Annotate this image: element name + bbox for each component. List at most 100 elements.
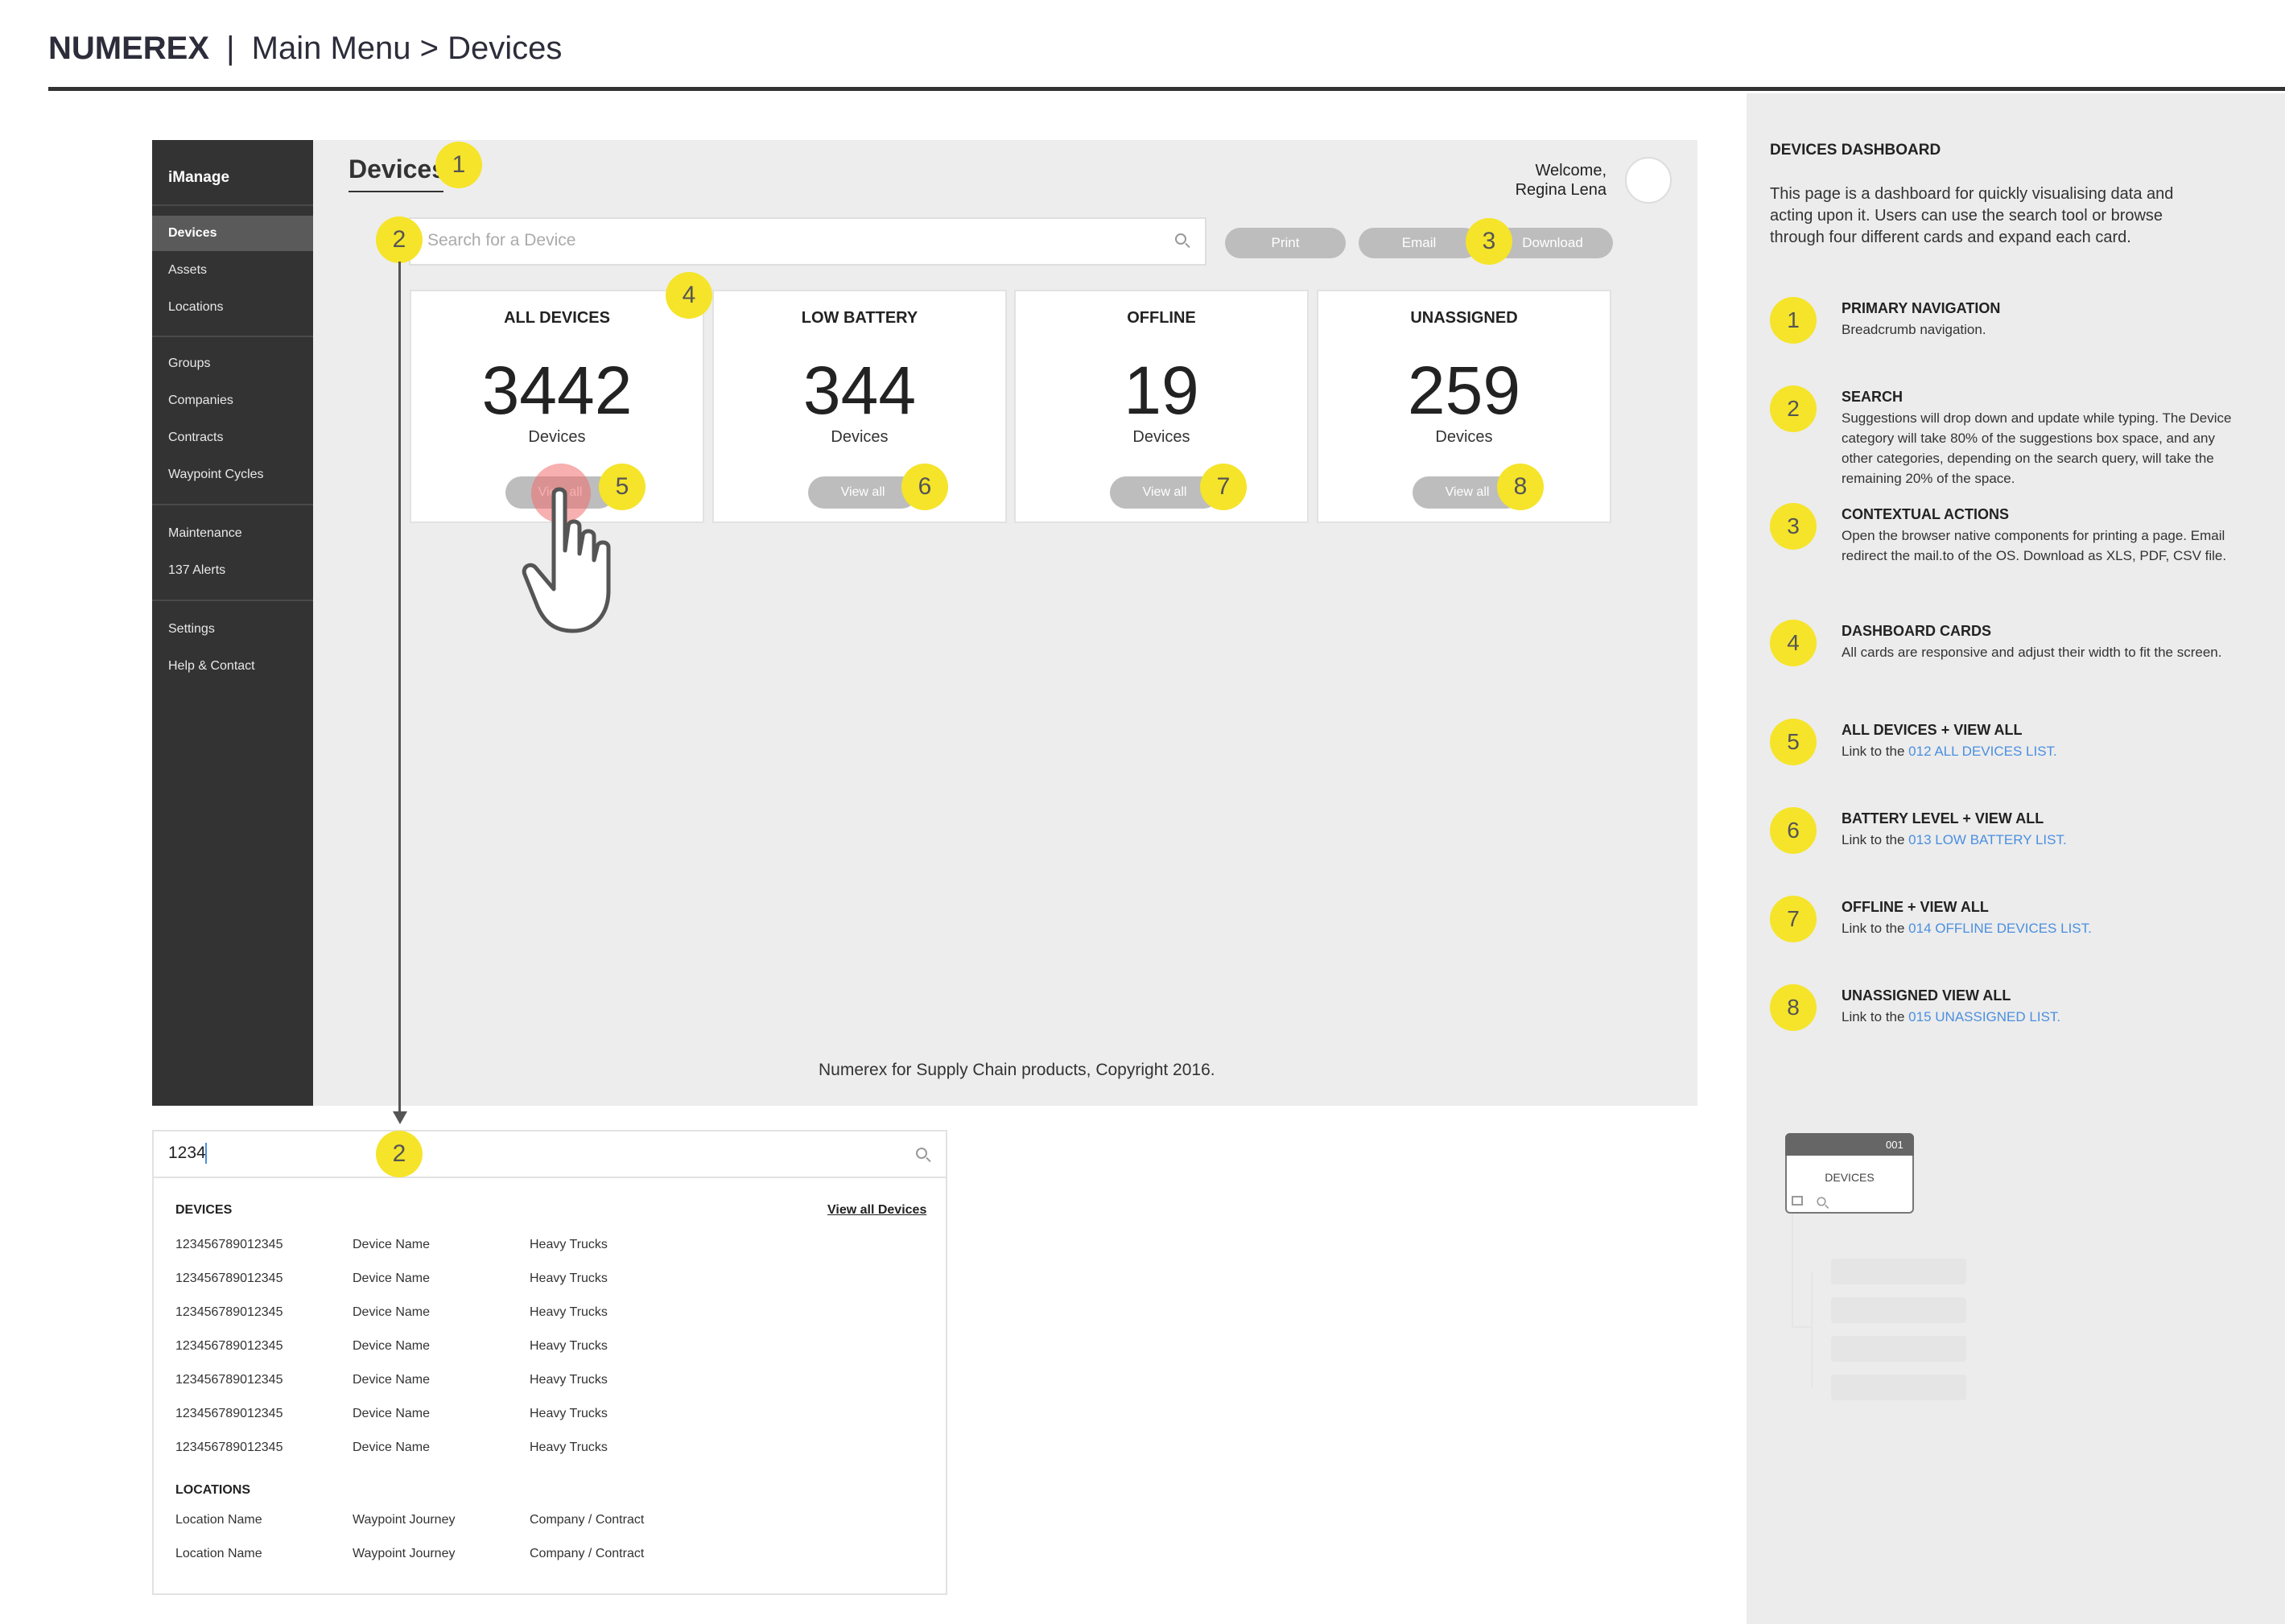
device-id-cell[interactable]: 123456789012345	[175, 1441, 283, 1454]
sidebar-item-companies[interactable]: Companies	[168, 394, 233, 407]
sitemap-connector	[1792, 1214, 1793, 1326]
device-category-cell: Heavy Trucks	[530, 1441, 608, 1454]
arrow-down-icon	[393, 1111, 407, 1124]
view-all-button[interactable]: View all	[808, 476, 918, 509]
card-unassigned[interactable]: UNASSIGNED 259 Devices View all	[1317, 290, 1611, 523]
device-id-cell[interactable]: 123456789012345	[175, 1407, 283, 1420]
annotation-heading: SEARCH	[1842, 389, 1903, 405]
annotation-description-text: All cards are responsive and adjust thei…	[1842, 645, 2222, 660]
annotation-link[interactable]: 015 UNASSIGNED LIST.	[1908, 1009, 2061, 1024]
document-title: NUMEREX | Main Menu > Devices	[48, 31, 562, 67]
search-suggestions-panel	[152, 1130, 947, 1595]
device-id-cell[interactable]: 123456789012345	[175, 1272, 283, 1285]
sitemap-node-label: DEVICES	[1825, 1171, 1875, 1184]
annotation-legend-badge: 7	[1770, 896, 1817, 942]
sidebar-item-contracts[interactable]: Contracts	[168, 431, 224, 444]
panel-title: DEVICES DASHBOARD	[1770, 142, 1941, 159]
sidebar-item-alerts[interactable]: 137 Alerts	[168, 563, 226, 577]
annotation-description: Link to the 012 ALL DEVICES LIST.	[1842, 741, 2236, 761]
annotation-link[interactable]: 013 LOW BATTERY LIST.	[1908, 832, 2067, 847]
sitemap-child-node	[1831, 1297, 1966, 1323]
sitemap-child-node	[1831, 1336, 1966, 1362]
search-input-active[interactable]	[154, 1131, 946, 1178]
location-name-cell[interactable]: Location Name	[175, 1547, 262, 1560]
location-journey-cell: Waypoint Journey	[353, 1513, 456, 1527]
annotation-legend-badge: 2	[1770, 385, 1817, 432]
annotation-description: Link to the 014 OFFLINE DEVICES LIST.	[1842, 918, 2236, 938]
sidebar-divider	[152, 336, 313, 337]
annotation-badge-1: 1	[435, 142, 482, 188]
device-category-cell: Heavy Trucks	[530, 1407, 608, 1420]
annotation-badge-6: 6	[901, 464, 948, 510]
annotation-heading: PRIMARY NAVIGATION	[1842, 300, 2001, 316]
card-count: 3442	[481, 352, 633, 428]
annotation-description: Breadcrumb navigation.	[1842, 319, 2236, 340]
search-input[interactable]	[409, 217, 1206, 266]
page-title-underline	[349, 191, 443, 192]
sitemap-node-id: 001	[1886, 1139, 1903, 1151]
annotation-description-text: Breadcrumb navigation.	[1842, 322, 1986, 337]
sidebar-item-assets[interactable]: Assets	[168, 263, 208, 277]
annotation-legend-badge: 3	[1770, 503, 1817, 550]
card-count: 19	[1124, 352, 1199, 428]
search-icon[interactable]	[916, 1148, 927, 1159]
annotation-description-text: Suggestions will drop down and update wh…	[1842, 410, 2232, 486]
annotation-legend-badge: 8	[1770, 984, 1817, 1031]
device-category-cell: Heavy Trucks	[530, 1272, 608, 1285]
annotation-legend-badge: 1	[1770, 297, 1817, 344]
annotation-badge-2: 2	[376, 1131, 423, 1177]
device-name-cell: Device Name	[353, 1339, 431, 1353]
app-brand: iManage	[168, 169, 230, 186]
annotation-badge-2: 2	[376, 216, 423, 263]
annotation-badge-8: 8	[1497, 464, 1544, 510]
search-icon[interactable]	[1175, 233, 1186, 245]
breadcrumb: Main Menu > Devices	[251, 31, 563, 66]
device-category-cell: Heavy Trucks	[530, 1305, 608, 1319]
annotation-link[interactable]: 012 ALL DEVICES LIST.	[1908, 744, 2057, 759]
header-divider	[48, 87, 2285, 91]
card-label: Devices	[1132, 428, 1190, 446]
annotation-legend-badge: 6	[1770, 807, 1817, 854]
sidebar-divider	[152, 204, 313, 206]
device-id-cell[interactable]: 123456789012345	[175, 1238, 283, 1251]
sidebar-item-maintenance[interactable]: Maintenance	[168, 526, 242, 540]
annotation-heading: BATTERY LEVEL + VIEW ALL	[1842, 810, 2044, 826]
sidebar-item-devices[interactable]: Devices	[152, 216, 313, 251]
annotation-heading: DASHBOARD CARDS	[1842, 623, 1992, 639]
sidebar-divider	[152, 504, 313, 505]
connector-line	[398, 262, 401, 1119]
email-button[interactable]: Email	[1359, 228, 1479, 258]
annotation-description: Link to the 013 LOW BATTERY LIST.	[1842, 830, 2236, 850]
footer-copyright: Numerex for Supply Chain products, Copyr…	[819, 1061, 1215, 1079]
avatar[interactable]	[1625, 157, 1672, 204]
location-journey-cell: Waypoint Journey	[353, 1547, 456, 1560]
card-label: Devices	[1435, 428, 1493, 446]
device-name-cell: Device Name	[353, 1272, 431, 1285]
device-category-cell: Heavy Trucks	[530, 1373, 608, 1387]
device-id-cell[interactable]: 123456789012345	[175, 1305, 283, 1319]
device-id-cell[interactable]: 123456789012345	[175, 1339, 283, 1353]
annotation-link[interactable]: 014 OFFLINE DEVICES LIST.	[1908, 921, 2092, 936]
sidebar-item-help-contact[interactable]: Help & Contact	[168, 659, 255, 673]
annotation-heading: UNASSIGNED VIEW ALL	[1842, 987, 2011, 1004]
print-button[interactable]: Print	[1225, 228, 1346, 258]
view-all-devices-link[interactable]: View all Devices	[827, 1203, 927, 1217]
table-icon	[1792, 1196, 1803, 1206]
card-low-battery[interactable]: LOW BATTERY 344 Devices View all	[712, 290, 1007, 523]
annotation-description-text: Link to the	[1842, 921, 1909, 936]
card-title: OFFLINE	[1127, 309, 1196, 327]
sidebar-item-groups[interactable]: Groups	[168, 357, 211, 370]
location-name-cell[interactable]: Location Name	[175, 1513, 262, 1527]
annotation-description-text: Link to the	[1842, 744, 1909, 759]
hand-pointer-icon	[522, 487, 611, 633]
device-name-cell: Device Name	[353, 1238, 431, 1251]
sidebar-item-waypoint-cycles[interactable]: Waypoint Cycles	[168, 468, 264, 481]
sidebar-item-locations[interactable]: Locations	[168, 300, 224, 314]
card-offline[interactable]: OFFLINE 19 Devices View all	[1014, 290, 1309, 523]
search-icon	[1817, 1197, 1826, 1206]
device-category-cell: Heavy Trucks	[530, 1238, 608, 1251]
device-name-cell: Device Name	[353, 1305, 431, 1319]
download-button[interactable]: Download	[1492, 228, 1613, 258]
sidebar-item-settings[interactable]: Settings	[168, 622, 215, 636]
device-id-cell[interactable]: 123456789012345	[175, 1373, 283, 1387]
